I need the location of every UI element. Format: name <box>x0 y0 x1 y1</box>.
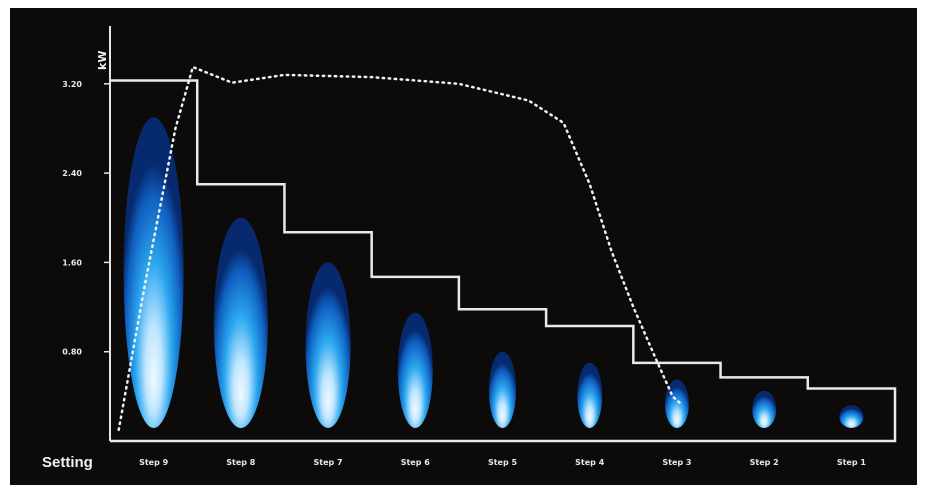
x-category-label-9: Step 1 <box>837 458 867 467</box>
x-category-label-6: Step 4 <box>575 458 605 467</box>
y-ticks: 0.80 1.60 2.40 3.20 <box>62 80 110 357</box>
x-categories: Step 9 Step 8 Step 7 Step 6 Step 5 Step 4 Step… <box>139 458 866 467</box>
x-axis-title: Setting <box>42 454 93 471</box>
y-axis-unit-label: kW <box>96 51 109 70</box>
flame-8 <box>752 390 777 428</box>
x-category-label-8: Step 2 <box>750 458 779 467</box>
flame-5 <box>488 351 517 428</box>
x-category-label-1: Step 9 <box>139 458 169 467</box>
y-tick-label-1: 0.80 <box>62 348 82 357</box>
flame-power-chart: kW Setting 0.80 1.60 2.40 3.20 Step 9 Step 8… <box>42 26 897 471</box>
x-category-label-2: Step 8 <box>226 458 256 467</box>
flame-3 <box>305 262 351 428</box>
flame-2 <box>213 217 268 428</box>
y-tick-label-2: 1.60 <box>62 258 82 267</box>
x-category-label-5: Step 5 <box>488 458 518 467</box>
chart-panel: kW Setting 0.80 1.60 2.40 3.20 Step 9 Step 8… <box>10 8 917 485</box>
y-tick-label-3: 2.40 <box>62 169 82 178</box>
step-series <box>110 79 897 443</box>
flame-9 <box>839 405 864 428</box>
dotted-series <box>117 65 683 432</box>
dotted-line <box>117 65 683 432</box>
x-category-label-4: Step 6 <box>401 458 431 467</box>
x-category-label-7: Step 3 <box>662 458 691 467</box>
flame-4 <box>397 312 433 428</box>
flames-layer <box>123 117 864 428</box>
axes-layer: kW Setting <box>42 26 111 471</box>
x-category-label-3: Step 7 <box>314 458 343 467</box>
y-tick-label-4: 3.20 <box>62 80 82 89</box>
flame-6 <box>577 362 603 428</box>
flame-1 <box>123 117 184 428</box>
step-line <box>110 79 897 443</box>
